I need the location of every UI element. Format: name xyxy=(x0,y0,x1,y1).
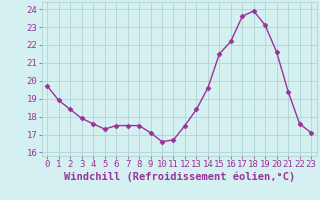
X-axis label: Windchill (Refroidissement éolien,°C): Windchill (Refroidissement éolien,°C) xyxy=(64,172,295,182)
